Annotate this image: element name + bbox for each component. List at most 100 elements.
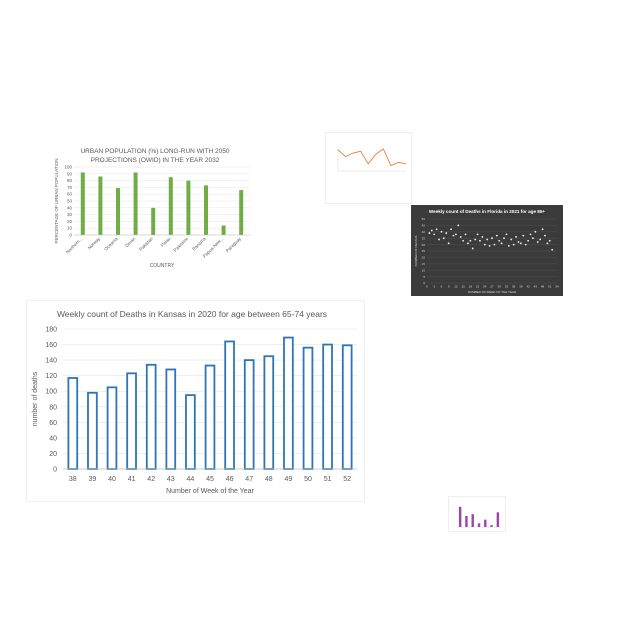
y-tick-label: 40 xyxy=(49,435,57,442)
x-tick-label: 18 xyxy=(469,285,473,289)
bar xyxy=(243,359,255,470)
bar xyxy=(471,514,474,527)
data-point xyxy=(457,224,460,227)
chart-title: URBAN POPULATION (%) LONG-RUN WITH 2050 xyxy=(80,148,229,155)
x-axis-label: NUMBER OF WEEK OF THE YEAR xyxy=(468,290,517,294)
kansas-deaths-svg: Weekly count of Deaths in Kansas in 2020… xyxy=(32,309,357,495)
y-tick-label: 80 xyxy=(49,404,57,411)
x-tick-label: 3 xyxy=(433,285,435,289)
data-point xyxy=(471,247,474,250)
x-tick-label: Paraguay xyxy=(225,236,243,254)
bar xyxy=(87,391,98,470)
y-tick-label: 5 xyxy=(423,275,425,279)
x-tick-label: 27 xyxy=(490,285,494,289)
data-point xyxy=(462,239,465,242)
bar xyxy=(477,523,481,527)
data-point xyxy=(522,234,525,237)
data-point xyxy=(505,233,508,236)
y-tick-label: 180 xyxy=(45,327,57,334)
y-tick-label: 50 xyxy=(67,199,73,204)
x-tick-label: 48 xyxy=(265,476,273,483)
y-tick-label: 100 xyxy=(64,165,72,170)
x-tick-label: 48 xyxy=(541,285,545,289)
orange-line-svg xyxy=(337,147,407,172)
bar xyxy=(151,207,156,235)
data-point xyxy=(430,229,433,232)
x-tick-label: 15 xyxy=(461,285,465,289)
bar xyxy=(224,340,235,470)
x-tick-label: 38 xyxy=(69,476,77,483)
kansas-deaths-chart: Weekly count of Deaths in Kansas in 2020… xyxy=(26,300,365,502)
data-point xyxy=(546,242,549,245)
x-tick-label: 44 xyxy=(187,476,195,483)
y-tick-label: 0 xyxy=(423,281,425,285)
x-tick-label: Palau xyxy=(160,236,172,248)
bar xyxy=(204,364,216,470)
x-tick-label: 42 xyxy=(526,285,530,289)
y-tick-label: 50 xyxy=(422,217,426,221)
bar xyxy=(165,368,177,470)
data-point xyxy=(534,230,537,233)
data-point xyxy=(440,230,443,233)
x-tick-label: 47 xyxy=(245,476,253,483)
purple-bar-svg xyxy=(457,506,501,528)
bar xyxy=(133,172,138,235)
x-tick-label: Oceania xyxy=(103,236,119,252)
bar xyxy=(263,355,275,470)
data-point xyxy=(510,238,513,241)
urban-population-svg: URBAN POPULATION (%) LONG-RUN WITH 2050 P… xyxy=(54,148,250,269)
chart-title: Weekly count of Deaths in Florida in 202… xyxy=(429,209,546,214)
bar xyxy=(126,372,137,470)
x-tick-label: Panama xyxy=(191,236,207,252)
data-point xyxy=(548,239,551,242)
data-point xyxy=(544,234,546,237)
x-tick-label: 46 xyxy=(226,476,234,483)
florida-deaths-chart: Weekly count of Deaths in Florida in 202… xyxy=(411,205,563,296)
x-tick-label: 30 xyxy=(498,285,502,289)
x-tick-label: 54 xyxy=(555,285,559,289)
data-point xyxy=(435,228,438,231)
data-point xyxy=(500,242,503,245)
x-tick-label: 51 xyxy=(324,476,332,483)
y-tick-label: 100 xyxy=(45,389,57,396)
bar xyxy=(302,346,314,470)
y-tick-label: 15 xyxy=(422,262,426,266)
y-axis-label: number of deaths xyxy=(32,371,39,426)
x-tick-label: 6 xyxy=(441,285,443,289)
x-tick-label: 12 xyxy=(454,285,458,289)
x-tick-label: 45 xyxy=(534,285,538,289)
x-tick-label: 24 xyxy=(483,285,487,289)
data-point xyxy=(524,243,527,246)
y-tick-label: 20 xyxy=(422,256,426,260)
y-tick-label: 30 xyxy=(67,212,73,217)
data-point xyxy=(459,236,462,238)
data-point xyxy=(536,241,539,243)
y-tick-label: 25 xyxy=(422,249,426,253)
x-tick-label: 21 xyxy=(476,285,480,289)
data-point xyxy=(452,234,455,237)
data-point xyxy=(507,244,510,247)
x-tick-label: 39 xyxy=(519,285,523,289)
bar xyxy=(283,336,294,470)
x-tick-label: 51 xyxy=(548,285,552,289)
series-line xyxy=(337,148,407,167)
x-tick-label: Norway xyxy=(87,236,102,251)
x-tick-label: 33 xyxy=(505,285,509,289)
y-tick-label: 90 xyxy=(67,171,73,176)
bar xyxy=(116,188,120,235)
data-point xyxy=(519,242,522,245)
y-axis-label: NUMBER OF DEATHS xyxy=(414,236,418,267)
y-tick-label: 45 xyxy=(422,224,426,228)
x-tick-label: 0 xyxy=(426,285,428,289)
data-point xyxy=(541,228,544,231)
x-tick-label: Pakistan xyxy=(138,236,154,252)
y-axis-label: PERCENTAGE OF URBAN POPULATION xyxy=(54,158,59,243)
data-point xyxy=(447,242,450,245)
x-axis-label: COUNTRY xyxy=(150,263,175,269)
bar xyxy=(465,516,468,527)
data-point xyxy=(469,239,472,242)
chart-title: Weekly count of Deaths in Kansas in 2020… xyxy=(57,309,327,319)
bar xyxy=(322,343,333,470)
bar xyxy=(496,512,500,527)
data-point xyxy=(498,239,501,242)
